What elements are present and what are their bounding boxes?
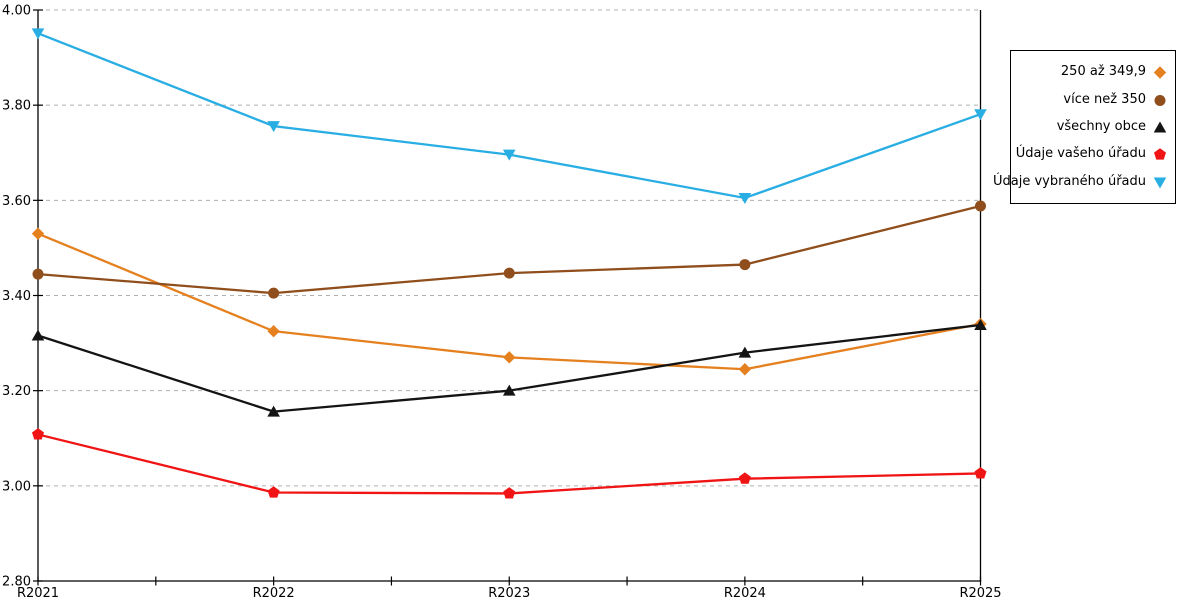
y-tick-label: 3.80 <box>2 99 31 114</box>
marker-triangle-down-icon <box>267 121 280 133</box>
marker-triangle-up-icon <box>974 319 987 331</box>
diamond-marker-icon <box>1153 66 1167 80</box>
marker-diamond-icon <box>738 363 752 376</box>
marker-triangle-up-icon <box>267 405 280 417</box>
x-tick-label: R2025 <box>959 586 1001 600</box>
marker-triangle-up-icon <box>1153 121 1167 133</box>
marker-pentagon-icon <box>1154 148 1166 160</box>
marker-triangle-down-icon <box>502 149 516 161</box>
marker-triangle-down-icon <box>974 109 987 121</box>
marker-diamond-icon <box>31 227 45 240</box>
legend-label: více než 350 <box>1063 91 1146 107</box>
legend: 250 až 349,9 více než 350 všechny obce Ú… <box>993 50 1176 204</box>
marker-diamond-icon <box>503 351 516 364</box>
pentagon-marker-icon <box>1154 148 1166 160</box>
series-line <box>37 204 981 295</box>
legend-label: 250 až 349,9 <box>1060 64 1146 80</box>
series-line <box>37 232 981 371</box>
marker-pentagon-icon <box>267 486 280 498</box>
marker-triangle-down-icon <box>738 192 752 204</box>
y-tick-label: 3.60 <box>2 194 31 209</box>
marker-circle-icon <box>268 287 280 299</box>
y-tick-label: 2.80 <box>2 575 31 590</box>
y-tick-label: 3.40 <box>2 289 31 304</box>
circle-marker-icon <box>1154 94 1166 106</box>
marker-circle-icon <box>1154 94 1166 106</box>
series-line <box>37 323 981 413</box>
legend-item-250-az-3499: 250 až 349,9 <box>1015 63 1169 81</box>
x-tick-label: R2021 <box>17 586 59 600</box>
legend-item-vice-nez-350: více než 350 <box>1015 91 1169 109</box>
triangle-up-marker-icon <box>1153 121 1167 133</box>
marker-triangle-up-icon <box>502 384 516 396</box>
x-tick-label: R2022 <box>253 586 295 600</box>
marker-diamond-icon <box>267 324 280 338</box>
triangle-down-marker-icon <box>1153 177 1167 189</box>
legend-label: Údaje vybraného úřadu <box>992 173 1146 189</box>
legend-item-udaje-vybraneho-uradu: Údaje vybraného úřadu <box>993 173 1169 191</box>
y-tick-label: 3.20 <box>2 384 31 399</box>
legend-item-vsechny-obce: všechny obce <box>1015 118 1169 136</box>
series-line <box>37 433 981 495</box>
marker-triangle-up-icon <box>31 329 45 341</box>
x-tick-label: R2024 <box>724 586 766 600</box>
legend-label: všechny obce <box>1056 118 1146 134</box>
marker-pentagon-icon <box>32 428 44 440</box>
marker-circle-icon <box>32 268 44 280</box>
marker-circle-icon <box>503 267 515 279</box>
x-tick-label: R2023 <box>488 586 530 600</box>
y-tick-label: 4.00 <box>2 4 31 19</box>
marker-pentagon-icon <box>503 487 516 499</box>
legend-item-udaje-vaseho-uradu: Údaje vašeho úřadu <box>1015 145 1169 163</box>
legend-label: Údaje vašeho úřadu <box>1015 146 1146 162</box>
marker-circle-icon <box>975 200 986 212</box>
marker-triangle-down-icon <box>31 28 45 40</box>
marker-triangle-down-icon <box>1153 177 1167 189</box>
y-tick-label: 3.00 <box>2 479 31 494</box>
marker-circle-icon <box>739 259 751 271</box>
series-line <box>37 32 981 200</box>
marker-triangle-up-icon <box>738 346 752 358</box>
marker-pentagon-icon <box>974 467 987 479</box>
marker-diamond-icon <box>1153 66 1167 80</box>
marker-pentagon-icon <box>738 472 751 484</box>
